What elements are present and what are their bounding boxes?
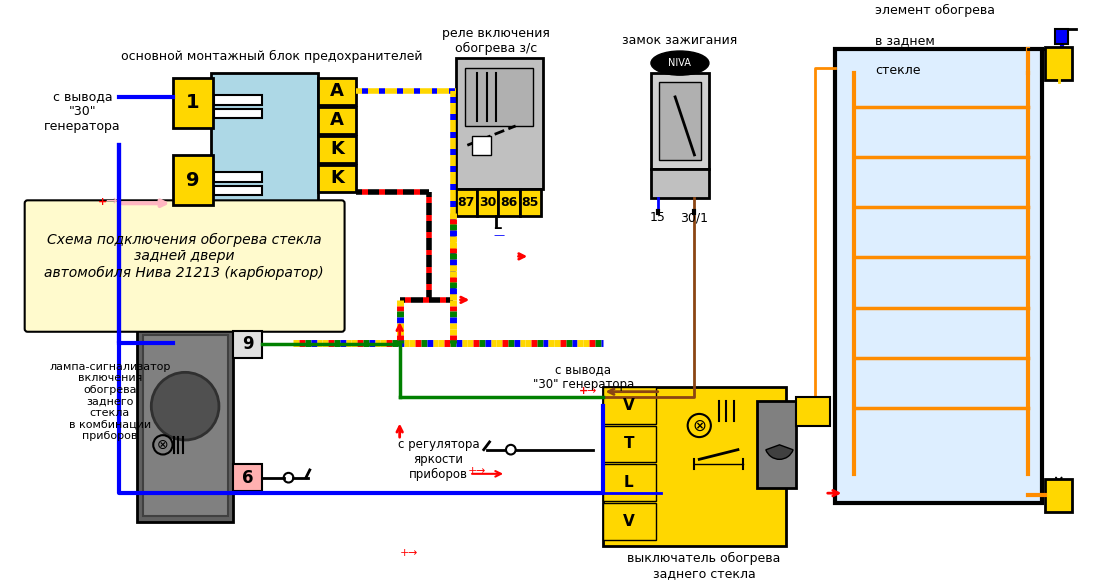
Text: T: T <box>624 436 634 451</box>
Text: L: L <box>624 475 634 490</box>
Text: 30: 30 <box>479 196 497 208</box>
Bar <box>466 68 533 126</box>
Text: выключатель обогрева
заднего стекла: выключатель обогрева заднего стекла <box>627 552 781 580</box>
Text: →: → <box>105 194 117 208</box>
Text: Схема подключения обогрева стекла
задней двери
автомобиля Нива 21213 (карбюратор: Схема подключения обогрева стекла задней… <box>44 233 323 280</box>
Text: основной монтажный блок предохранителей: основной монтажный блок предохранителей <box>121 50 423 63</box>
Bar <box>603 503 656 540</box>
Bar <box>651 169 709 199</box>
Text: —: — <box>493 230 505 240</box>
Text: элемент обогрева

в заднем

стекле: элемент обогрева в заднем стекле <box>875 4 995 78</box>
Bar <box>835 48 1042 503</box>
Text: реле включения
обогрева з/с: реле включения обогрева з/с <box>443 27 550 55</box>
Text: NIVA: NIVA <box>669 58 691 68</box>
Bar <box>1045 47 1072 81</box>
Bar <box>233 331 263 358</box>
Bar <box>659 82 701 160</box>
Text: →: → <box>407 548 417 558</box>
Bar <box>651 73 709 169</box>
Bar <box>456 58 543 189</box>
Text: V: V <box>623 514 635 529</box>
Bar <box>1055 29 1069 44</box>
FancyBboxPatch shape <box>24 200 344 332</box>
Bar <box>603 426 656 462</box>
Text: +: + <box>98 197 107 207</box>
Bar <box>142 335 227 516</box>
Bar <box>1045 479 1072 513</box>
Bar <box>603 387 656 423</box>
Text: +: + <box>578 385 587 395</box>
Ellipse shape <box>651 51 709 75</box>
Text: ━: ━ <box>495 224 501 234</box>
Bar <box>473 135 491 155</box>
Bar <box>211 73 318 223</box>
Text: 9: 9 <box>187 171 200 190</box>
Text: 9: 9 <box>242 335 254 353</box>
Text: K: K <box>330 140 343 158</box>
Bar <box>520 189 541 215</box>
Text: с вывода
"30" генератора: с вывода "30" генератора <box>532 363 634 391</box>
Text: 87: 87 <box>458 196 475 208</box>
Text: 6: 6 <box>242 469 254 486</box>
Bar <box>214 172 263 182</box>
Circle shape <box>506 445 516 454</box>
Text: лампа-сигнализатор
включения
обогрева
заднего
стекла
в комбинации
приборов: лампа-сигнализатор включения обогрева за… <box>49 361 170 441</box>
Text: →: → <box>586 385 595 395</box>
Bar <box>214 186 263 196</box>
Wedge shape <box>766 445 793 460</box>
Text: 15: 15 <box>650 211 666 224</box>
Bar <box>214 109 263 118</box>
Text: +: + <box>400 548 410 558</box>
Text: V: V <box>623 398 635 413</box>
Text: ⊗: ⊗ <box>157 438 169 452</box>
Bar <box>456 189 477 215</box>
Bar <box>172 155 213 205</box>
Bar <box>796 397 830 426</box>
Circle shape <box>151 373 219 440</box>
Bar <box>214 95 263 105</box>
Text: +: + <box>467 466 477 476</box>
Text: A: A <box>330 111 343 129</box>
Text: с регулятора
яркости
приборов: с регулятора яркости приборов <box>397 438 479 481</box>
Bar <box>318 135 357 162</box>
Bar <box>172 78 213 128</box>
Text: 85: 85 <box>521 196 539 208</box>
Text: с вывода
"30"
генератора: с вывода "30" генератора <box>44 90 121 133</box>
Text: замок зажигания: замок зажигания <box>623 34 737 47</box>
Circle shape <box>284 473 294 482</box>
Text: 1: 1 <box>187 93 200 112</box>
Text: K: K <box>330 169 343 187</box>
Bar <box>137 329 233 522</box>
Bar <box>603 464 656 501</box>
Text: ⊗: ⊗ <box>692 416 707 434</box>
Text: 86: 86 <box>500 196 518 208</box>
Bar <box>233 464 263 491</box>
Bar <box>477 189 498 215</box>
Bar <box>603 387 786 546</box>
Text: →: → <box>475 466 485 476</box>
Bar <box>318 165 357 192</box>
Bar <box>757 401 796 488</box>
Bar <box>318 106 357 134</box>
Text: 30/1: 30/1 <box>680 211 709 224</box>
Bar <box>318 78 357 105</box>
Text: A: A <box>330 82 343 100</box>
Bar <box>498 189 520 215</box>
